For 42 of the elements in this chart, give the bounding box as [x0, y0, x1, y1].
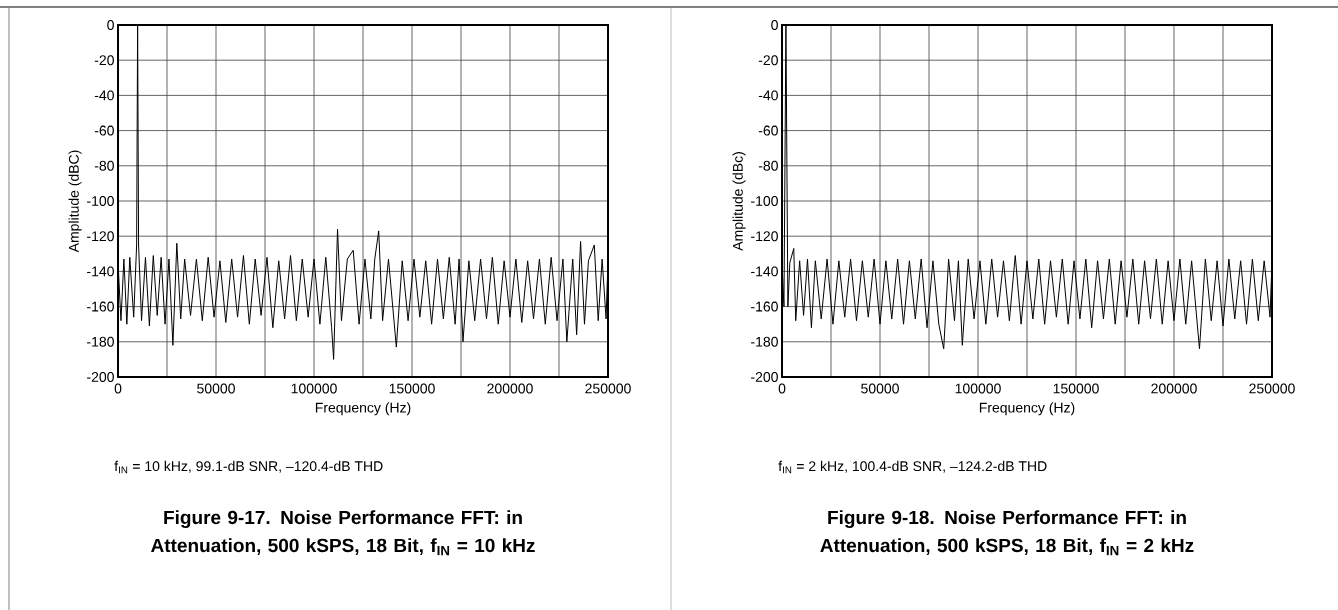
y-tick-label: -120	[751, 231, 778, 242]
y-tick-label: -60	[94, 125, 114, 136]
x-tick-label: 250000	[585, 383, 631, 394]
y-tick-label: -140	[87, 266, 114, 277]
y-tick-label: -200	[87, 372, 114, 382]
x-tick-label: 150000	[389, 383, 435, 394]
y-tick-label: -100	[751, 196, 778, 206]
x-tick-label: 100000	[291, 383, 337, 394]
y-tick-label: -40	[758, 90, 778, 101]
x-tick-label: 150000	[1053, 383, 1099, 394]
x-axis-title: Frequency (Hz)	[315, 402, 411, 416]
x-tick-label: 250000	[1249, 383, 1295, 394]
y-tick-label: -180	[87, 336, 114, 347]
x-tick-label: 200000	[487, 383, 533, 394]
y-axis-title: Amplitude (dBc)	[732, 152, 746, 251]
y-tick-label: -100	[87, 196, 114, 206]
text: Figure 9-17. Noise Performance FFT: in Attenuation, 500 kSPS, 18 Bit, f$_{IN}$ = 10 kHz	[151, 510, 535, 556]
y-tick-label: -160	[87, 301, 114, 312]
y-tick-label: -20	[94, 55, 114, 66]
text: f$_{IN}$ = 2 kHz, 100.4-dB SNR, –124.2-dB THD	[778, 460, 1047, 474]
x-tick-label: 50000	[861, 383, 899, 394]
y-tick-label: -20	[758, 55, 778, 66]
y-tick-label: -60	[758, 125, 778, 136]
y-tick-label: -120	[87, 231, 114, 242]
y-tick-label: -140	[751, 266, 778, 277]
x-tick-label: 50000	[197, 383, 235, 394]
x-tick-label: 0	[778, 383, 786, 394]
y-axis-title: Amplitude (dBC)	[68, 150, 82, 253]
y-tick-label: -80	[758, 160, 778, 171]
x-tick-label: 100000	[955, 383, 1001, 394]
x-axis-title: Frequency (Hz)	[979, 402, 1075, 416]
x-tick-label: 0	[114, 383, 122, 394]
y-tick-label: -200	[751, 372, 778, 382]
y-tick-label: -180	[751, 336, 778, 347]
text: f$_{IN}$ = 10 kHz, 99.1-dB SNR, –120.4-dB THD	[114, 460, 383, 474]
y-tick-label: -160	[751, 301, 778, 312]
y-tick-label: -40	[94, 90, 114, 101]
x-tick-label: 200000	[1151, 383, 1197, 394]
y-tick-label: 0	[107, 20, 114, 30]
y-tick-label: 0	[771, 20, 778, 30]
y-tick-label: -80	[94, 160, 114, 171]
text: Figure 9-18. Noise Performance FFT: in Attenuation, 500 kSPS, 18 Bit, f$_{IN}$ = 2 kHz	[820, 510, 1194, 556]
